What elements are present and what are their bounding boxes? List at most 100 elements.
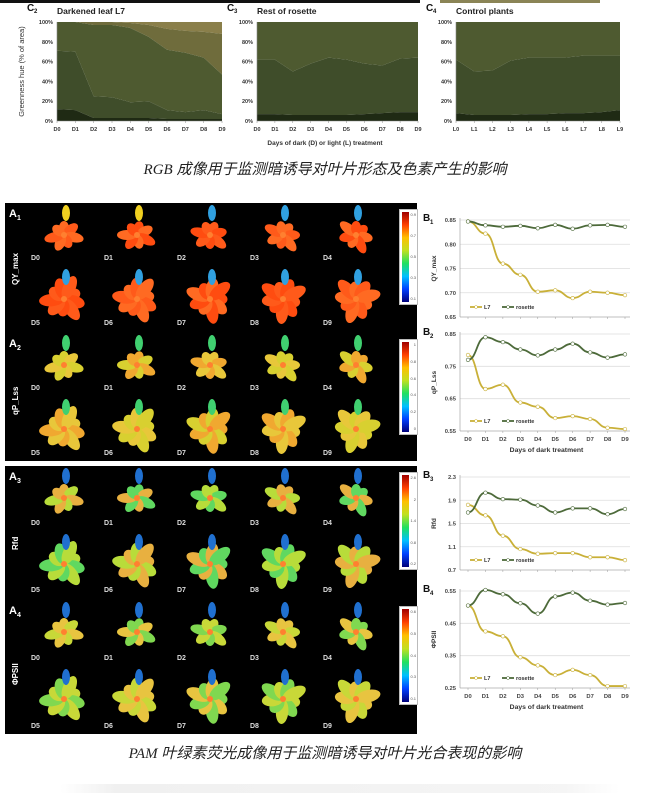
- leaf: [135, 678, 154, 700]
- x-tick-label: L1: [471, 127, 477, 133]
- pam-panel-QY_max: A1 QY_max D0 D1 D2 D3 D4 D5 D6 D7 D8 D9 0.9 0.7 0.5 0.3…: [5, 203, 418, 331]
- day-label: D8: [250, 320, 259, 327]
- plant-image: [339, 468, 373, 517]
- x-axis-label: Days of dark (D) or light (L) treatment: [267, 140, 383, 147]
- darkened-leaf-l7: [208, 468, 216, 484]
- y-tick-label: 100%: [39, 20, 53, 26]
- y-tick-label: 80%: [42, 40, 53, 46]
- x-tick-label: D7: [586, 437, 593, 443]
- y-tick-label: 20%: [242, 99, 253, 105]
- area-yellow-olive: [57, 22, 222, 75]
- x-tick-label: D3: [307, 127, 314, 133]
- day-label: D7: [177, 587, 186, 594]
- rosette-center: [353, 362, 359, 368]
- darkened-leaf-l7: [135, 468, 143, 484]
- plant-image: [117, 602, 156, 646]
- day-label: D1: [104, 385, 113, 392]
- darkened-leaf-l7: [135, 205, 143, 221]
- x-tick-label: D9: [621, 437, 629, 443]
- plant-image: [334, 534, 381, 589]
- plant-image: [117, 335, 156, 379]
- y-tick-label: 0.85: [445, 332, 457, 338]
- day-label: D4: [323, 655, 332, 662]
- darkened-leaf-l7: [62, 399, 70, 415]
- area-yellow: [57, 22, 222, 34]
- plant-image: [339, 602, 373, 651]
- plant-image: [264, 602, 300, 649]
- leaf: [136, 630, 156, 643]
- data-point-L7: [518, 655, 523, 660]
- data-point-rosette: [483, 223, 488, 228]
- colorbar-tick-label: 0.6: [410, 375, 416, 381]
- legend-marker: [474, 558, 478, 562]
- rosette-center: [61, 296, 67, 302]
- darkened-leaf-l7: [281, 669, 289, 685]
- plant-image: [112, 669, 157, 723]
- colorbar-tick-label: 0.6: [410, 609, 416, 614]
- x-tick-label: D7: [586, 694, 593, 700]
- rosette-center: [134, 629, 140, 635]
- plant-image: [39, 669, 85, 721]
- top-border: [0, 0, 420, 3]
- pam-panel-qP_Lss: A2 qP_Lss D0 D1 D2 D3 D4 D5 D6 D7 D8 D9 1 0.8 0.6 0.4 0.…: [5, 333, 418, 461]
- day-label: D2: [177, 520, 186, 527]
- y-axis-label: Rfd: [431, 518, 438, 529]
- legend-marker: [474, 419, 478, 423]
- series-line-L7: [467, 354, 626, 430]
- data-point-L7: [622, 426, 628, 432]
- x-tick-label: D2: [90, 127, 97, 133]
- darkened-leaf-l7: [281, 399, 289, 415]
- x-tick-label: D1: [271, 127, 278, 133]
- rosette-center: [207, 561, 213, 567]
- colorbar: 2.6 2 1.4 0.8 0.2: [399, 472, 418, 570]
- plant-image: [44, 468, 84, 514]
- y-tick-label: 0.70: [445, 291, 456, 297]
- data-point-L7: [483, 629, 488, 634]
- panel-letter: B: [423, 327, 430, 338]
- legend-marker: [506, 305, 510, 309]
- data-point-rosette: [465, 219, 471, 224]
- colorbar-tick-label: 0.1: [410, 296, 416, 301]
- leaf: [351, 484, 362, 499]
- darkened-leaf-l7: [62, 534, 70, 550]
- darkened-leaf-l7: [208, 399, 216, 415]
- x-tick-label: D1: [72, 127, 79, 133]
- y-axis-label: Greenness hue (% of area): [17, 26, 26, 117]
- panel-letter-sub: 2: [16, 345, 21, 353]
- data-point-rosette: [570, 341, 575, 346]
- area-green: [57, 50, 222, 120]
- series-line-L7: [467, 604, 625, 687]
- y-tick-label: 80%: [441, 40, 452, 46]
- panel-letter-text: A: [9, 605, 17, 617]
- plant-image: [39, 269, 85, 321]
- data-point-rosette: [622, 506, 628, 512]
- x-tick-label: D4: [534, 437, 542, 443]
- x-tick-label: D9: [218, 127, 225, 133]
- data-point-L7: [535, 289, 540, 294]
- x-tick-label: D0: [464, 437, 471, 443]
- data-point-L7: [588, 416, 593, 422]
- y-tick-label: 100%: [438, 20, 452, 26]
- day-label: D3: [250, 520, 259, 527]
- leaf: [135, 543, 154, 565]
- panel-letter: A1: [9, 208, 21, 222]
- colorbar-tick-label: 2: [413, 496, 416, 502]
- series-line-L7: [467, 504, 626, 562]
- data-point-L7: [465, 352, 471, 358]
- day-label: D5: [31, 587, 40, 594]
- data-point-rosette: [553, 347, 558, 352]
- parameter-label: QY_max: [11, 252, 20, 285]
- leaf: [136, 233, 156, 246]
- x-tick-label: D5: [552, 437, 560, 443]
- data-point-rosette: [535, 353, 540, 358]
- data-point-rosette: [622, 352, 628, 357]
- x-tick-label: D7: [379, 127, 386, 133]
- plant-image: [117, 205, 156, 249]
- colorbar-gradient: [402, 475, 409, 567]
- y-tick-label: 0.25: [445, 686, 457, 692]
- data-point-rosette: [588, 350, 593, 355]
- data-point-L7: [570, 551, 575, 556]
- data-point-L7: [500, 261, 505, 266]
- darkened-leaf-l7: [281, 205, 289, 221]
- leaf: [351, 351, 362, 366]
